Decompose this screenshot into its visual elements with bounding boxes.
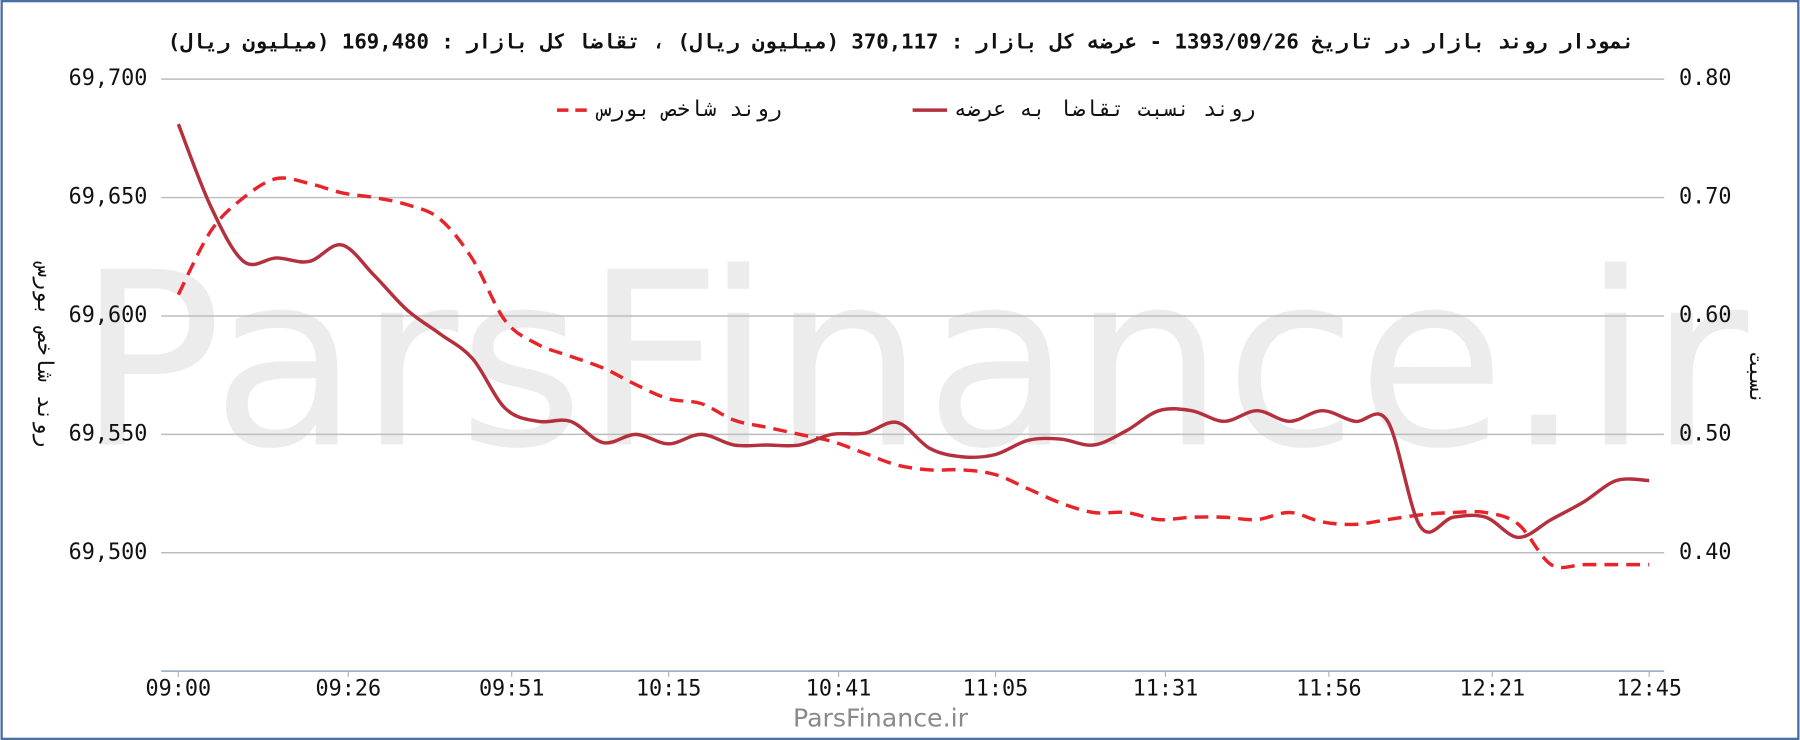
x-tick-label: 12:21 [1460,677,1526,702]
x-tick-label: 09:26 [316,677,382,702]
x-tick-label: 11:31 [1133,677,1199,702]
x-tick-label: 09:51 [479,677,545,702]
y-tick-label: 69,550 [69,421,148,446]
y-axis-title: روند شاخص بورس [32,261,57,448]
watermark: ParsFinance.ir [77,221,1749,502]
legend-label: روند شاخص بورس [595,97,782,122]
y-tick-label: 69,650 [69,185,148,210]
legend-label: روند نسبت تقاضا به عرضه [954,97,1256,122]
x-tick-label: 11:05 [963,677,1029,702]
y2-tick-label: 0.50 [1679,421,1731,446]
y-tick-label: 69,700 [69,66,148,91]
y2-axis-title: نسبت [1744,352,1769,404]
x-tick-label: 11:56 [1296,677,1362,702]
y-tick-label: 69,600 [69,303,148,328]
y2-tick-label: 0.70 [1679,185,1731,210]
footer: ParsFinance.ir [793,703,969,732]
series-line [176,176,1650,570]
y2-tick-label: 0.60 [1679,303,1731,328]
y2-tick-label: 0.80 [1679,66,1731,91]
x-tick-label: 10:41 [806,677,872,702]
y-tick-label: 69,500 [69,540,148,565]
chart-title: نمودار روند بازار در تاریخ 1393/09/26 - … [168,29,1634,53]
x-tick-label: 09:00 [146,677,212,702]
x-tick-label: 10:15 [636,677,702,702]
series-line [176,123,1650,540]
y2-tick-label: 0.40 [1679,540,1731,565]
x-tick-label: 12:45 [1616,677,1682,702]
